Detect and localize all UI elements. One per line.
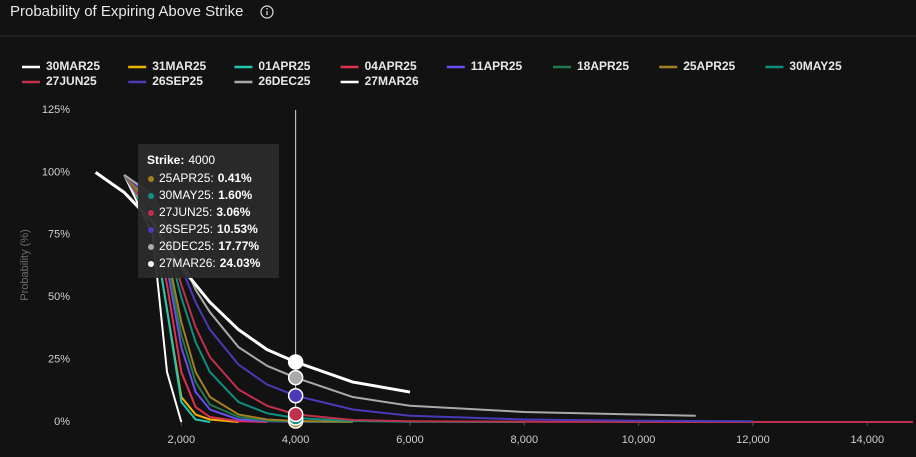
legend-label[interactable]: 31MAR25: [152, 59, 206, 73]
x-tick-label: 14,000: [850, 434, 884, 446]
tooltip-dot: [148, 227, 154, 233]
tooltip-label: Strike:: [147, 153, 184, 167]
tooltip-entry-name: 27MAR26:: [159, 256, 216, 270]
info-icon-dot: [266, 8, 268, 10]
legend-label[interactable]: 26SEP25: [152, 74, 203, 88]
x-tick-label: 12,000: [736, 434, 770, 446]
tooltip-entry-value: 1.60%: [218, 188, 252, 202]
legend-label[interactable]: 27MAR26: [365, 74, 419, 88]
tooltip-entry-name: 26DEC25:: [159, 239, 214, 253]
tooltip-entry: 25APR25: 0.41%: [159, 171, 252, 185]
legend-label[interactable]: 26DEC25: [258, 74, 310, 88]
y-tick-label: 75%: [48, 229, 70, 241]
tooltip-title: Strike: 4000: [147, 153, 215, 167]
tooltip-dot: [148, 210, 154, 216]
legend-label[interactable]: 27JUN25: [46, 74, 97, 88]
hover-marker: [287, 387, 304, 404]
info-icon[interactable]: [260, 5, 274, 19]
tooltip-entry-name: 26SEP25:: [159, 222, 213, 236]
legend-label[interactable]: 18APR25: [577, 59, 629, 73]
x-tick-label: 8,000: [511, 434, 539, 446]
tooltip-dot: [148, 244, 154, 250]
tooltip-entry-value: 17.77%: [218, 239, 259, 253]
tooltip-dot: [148, 193, 154, 199]
tooltip-entry: 27JUN25: 3.06%: [159, 205, 251, 219]
y-tick-label: 25%: [48, 354, 70, 366]
hover-marker: [287, 369, 304, 386]
tooltip-dot: [148, 176, 154, 182]
x-tick-label: 4,000: [282, 434, 310, 446]
hover-marker: [287, 406, 304, 423]
tooltip-box: [138, 144, 279, 278]
tooltip-entry-value: 10.53%: [217, 222, 258, 236]
tooltip-strike: 4000: [188, 153, 215, 167]
y-tick-label: 50%: [48, 291, 70, 303]
y-axis-label: Probability (%): [19, 229, 31, 301]
x-tick-label: 2,000: [168, 434, 196, 446]
tooltip-entry-value: 3.06%: [216, 205, 250, 219]
tooltip-entry-name: 25APR25:: [159, 171, 214, 185]
tooltip-entry-value: 24.03%: [220, 256, 261, 270]
tooltip-entry: 27MAR26: 24.03%: [159, 256, 261, 270]
tooltip-entry-value: 0.41%: [218, 171, 252, 185]
legend-label[interactable]: 25APR25: [683, 59, 735, 73]
legend-label[interactable]: 30MAY25: [789, 59, 842, 73]
tooltip-entry-name: 27JUN25:: [159, 205, 212, 219]
hover-marker: [287, 354, 304, 370]
x-tick-label: 6,000: [396, 434, 424, 446]
chart-title: Probability of Expiring Above Strike: [10, 3, 243, 20]
legend-label[interactable]: 11APR25: [471, 59, 523, 73]
legend-label[interactable]: 01APR25: [258, 59, 310, 73]
y-tick-label: 125%: [42, 104, 70, 116]
tooltip-entry: 26DEC25: 17.77%: [159, 239, 259, 253]
y-tick-label: 100%: [42, 166, 70, 178]
tooltip-entry: 26SEP25: 10.53%: [159, 222, 258, 236]
legend-label[interactable]: 30MAR25: [46, 59, 100, 73]
x-tick-label: 10,000: [622, 434, 656, 446]
tooltip-dot: [148, 261, 154, 267]
y-tick-label: 0%: [54, 416, 70, 428]
legend-label[interactable]: 04APR25: [365, 59, 417, 73]
tooltip-entry: 30MAY25: 1.60%: [159, 188, 253, 202]
tooltip-entry-name: 30MAY25:: [159, 188, 214, 202]
